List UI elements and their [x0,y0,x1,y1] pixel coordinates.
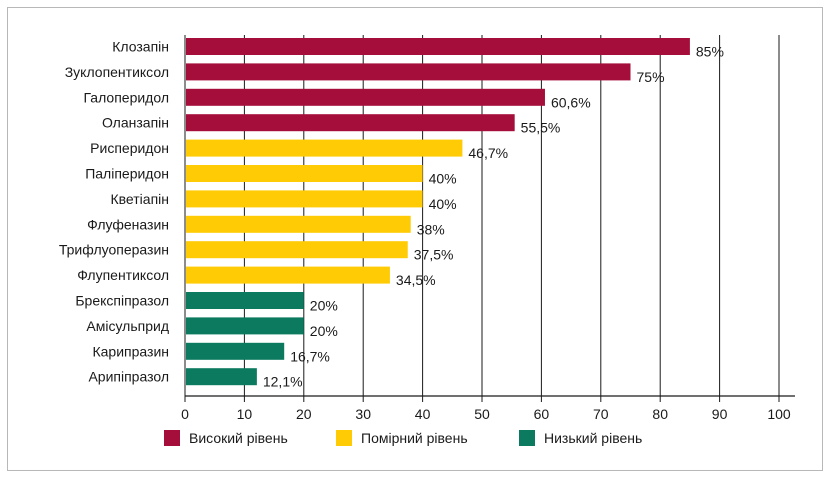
category-label: Клозапін [112,39,169,55]
value-label: 20% [310,323,338,339]
bar [186,215,411,233]
category-label: Флупентиксол [77,267,169,283]
category-label: Кветіапін [111,191,170,207]
value-label: 75% [637,69,665,85]
category-label: Оланзапін [102,115,169,131]
bar [186,266,390,284]
x-tick-label: 40 [415,406,431,422]
x-tick-label: 0 [181,406,189,422]
bars [186,38,690,386]
value-label: 20% [310,298,338,314]
x-tick-label: 100 [767,406,791,422]
bar [186,63,631,81]
bar [186,139,463,157]
legend-label-moderate: Помірний рівень [361,430,468,446]
bar [186,241,408,259]
value-label: 37,5% [414,247,454,263]
category-label: Трифлуоперазин [59,242,169,258]
bar [186,38,690,55]
legend: Високий рівень Помірний рівень Низький рів… [164,430,642,446]
category-label: Галоперидол [84,89,169,105]
category-label: Брекспіпразол [75,293,169,309]
value-label: 46,7% [468,145,508,161]
value-label: 12,1% [263,374,303,390]
category-label: Флуфеназин [87,216,169,232]
bar-chart: Клозапін Зуклопентиксол Галоперидол Оланзап… [59,35,795,446]
bar [186,292,304,309]
value-label: 16,7% [290,348,330,364]
value-labels: 85% 75% 60,6% 55,5% 46,7% 40% 40% 38% 37,5% 34,5%… [263,44,724,390]
bar [186,342,285,360]
legend-swatch-moderate [336,430,352,446]
x-tick-label: 50 [474,406,490,422]
category-label: Амісульприд [86,318,169,334]
legend-swatch-high [164,430,180,446]
value-label: 40% [429,171,457,187]
bar [186,317,304,335]
value-label: 60,6% [551,94,591,110]
x-tick-label: 30 [355,406,371,422]
bar [186,190,423,208]
chart-frame: Клозапін Зуклопентиксол Галоперидол Оланзап… [7,7,823,471]
x-tick-label: 70 [593,406,609,422]
value-label: 38% [417,221,445,237]
category-labels: Клозапін Зуклопентиксол Галоперидол Оланзап… [59,39,169,385]
value-label: 85% [696,44,724,60]
bar [186,114,515,132]
x-tick-label: 60 [534,406,550,422]
category-label: Паліперидон [85,166,169,182]
bar [186,88,545,106]
legend-label-high: Високий рівень [189,430,288,446]
x-tick-label: 90 [712,406,728,422]
value-label: 34,5% [396,272,436,288]
category-label: Карипразин [92,343,169,359]
category-label: Арипіпразол [88,369,169,385]
x-axis: 0 10 20 30 40 50 60 70 80 90 100 [181,35,795,422]
category-label: Зуклопентиксол [65,64,169,80]
x-tick-label: 10 [237,406,253,422]
bar [186,368,257,386]
category-label: Рисперидон [90,140,169,156]
value-label: 55,5% [521,120,561,136]
bar [186,165,423,182]
x-tick-label: 80 [652,406,668,422]
legend-label-low: Низький рівень [544,430,642,446]
value-label: 40% [429,196,457,212]
legend-swatch-low [519,430,535,446]
x-tick-label: 20 [296,406,312,422]
